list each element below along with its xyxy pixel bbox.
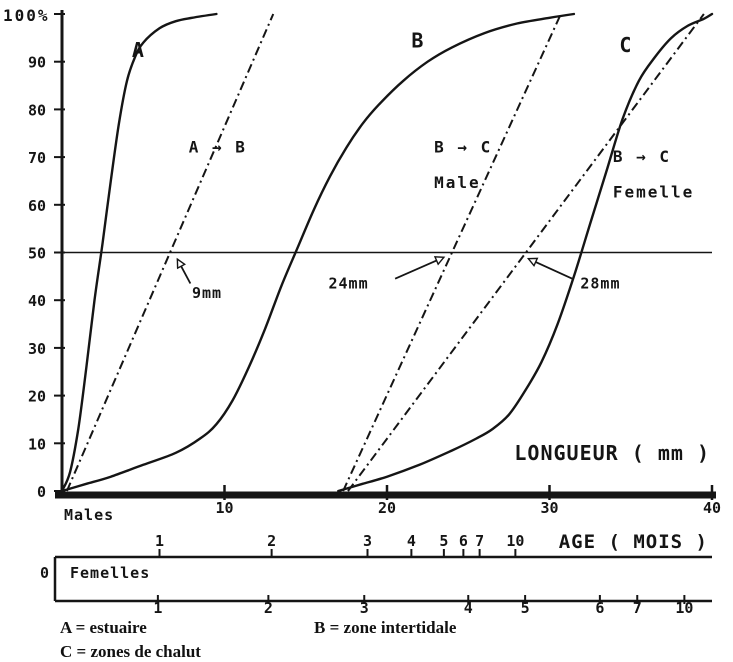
figure-caption: A = estuaire B = zone intertidale C = zo…: [0, 614, 733, 662]
femelles-age-label-6: 6: [595, 599, 604, 614]
series-label-B: B: [411, 28, 423, 52]
femelles-age-label-5: 5: [521, 599, 530, 614]
femelles-age-label-4: 4: [464, 599, 473, 614]
caption-zone-c: C = zones de chalut: [60, 642, 201, 661]
series-C: [337, 12, 714, 493]
transition-label-A-to-B: A → B: [189, 137, 247, 156]
x-tick-label-10: 10: [215, 499, 233, 517]
series-B: [60, 12, 576, 493]
x-tick-label-40: 40: [703, 499, 721, 517]
transition-sublabel-B-to-C-male: Male: [434, 173, 481, 192]
males-age-label-4: 4: [407, 532, 416, 550]
series-A: [60, 12, 218, 493]
x-tick-label-20: 20: [378, 499, 396, 517]
annotation-text-9mm: 9mm: [192, 284, 222, 302]
y-tick-label-0: 0: [37, 483, 46, 501]
males-age-label-7: 7: [475, 532, 484, 550]
y-tick-label-70: 70: [28, 149, 46, 167]
transition-label-B-to-C-femelle: B → C: [613, 147, 671, 166]
femelles-origin-label: 0: [40, 564, 49, 582]
y-tick-label-50: 50: [28, 245, 46, 263]
y-tick-label-30: 30: [28, 340, 46, 358]
males-age-label-10: 10: [506, 532, 524, 550]
x-axis-label: LONGUEUR ( mm ): [514, 441, 710, 465]
y-tick-label-10: 10: [28, 435, 46, 453]
caption-zone-a: A = estuaire: [60, 618, 147, 637]
age-axis-label: AGE ( MOIS ): [559, 531, 708, 553]
femelles-age-label-10: 10: [675, 599, 693, 614]
annotation-text-24mm: 24mm: [329, 274, 369, 292]
males-age-label-5: 5: [439, 532, 448, 550]
annotation-text-28mm: 28mm: [580, 274, 620, 292]
y-tick-label-20: 20: [28, 388, 46, 406]
y-tick-label-80: 80: [28, 101, 46, 119]
y-tick-label-90: 90: [28, 54, 46, 72]
annotation-arrow-9mm: [176, 259, 192, 284]
males-age-label-2: 2: [267, 532, 276, 550]
transition-line-B-to-C-femelle: [347, 13, 705, 492]
femelles-age-label-2: 2: [264, 599, 273, 614]
femelles-scale-title: Femelles: [70, 564, 150, 582]
series-label-A: A: [132, 38, 144, 62]
y-tick-label-40: 40: [28, 292, 46, 310]
x-tick-label-30: 30: [540, 499, 558, 517]
annotation-arrow-24mm: [394, 257, 444, 280]
y-tick-label-100: 100%: [3, 6, 50, 25]
caption-zone-b: B = zone intertidale: [314, 618, 457, 637]
annotation-arrow-28mm: [528, 259, 573, 280]
males-age-label-3: 3: [363, 532, 372, 550]
femelles-age-label-1: 1: [153, 599, 162, 614]
transition-label-B-to-C-male: B → C: [434, 137, 492, 156]
males-scale-title: Males: [64, 506, 114, 524]
femelles-age-label-3: 3: [360, 599, 369, 614]
males-age-label-6: 6: [459, 532, 468, 550]
transition-sublabel-B-to-C-femelle: Femelle: [613, 183, 694, 202]
femelles-age-label-7: 7: [633, 599, 642, 614]
y-tick-label-60: 60: [28, 197, 46, 215]
series-label-C: C: [619, 33, 631, 57]
males-age-label-1: 1: [155, 532, 164, 550]
